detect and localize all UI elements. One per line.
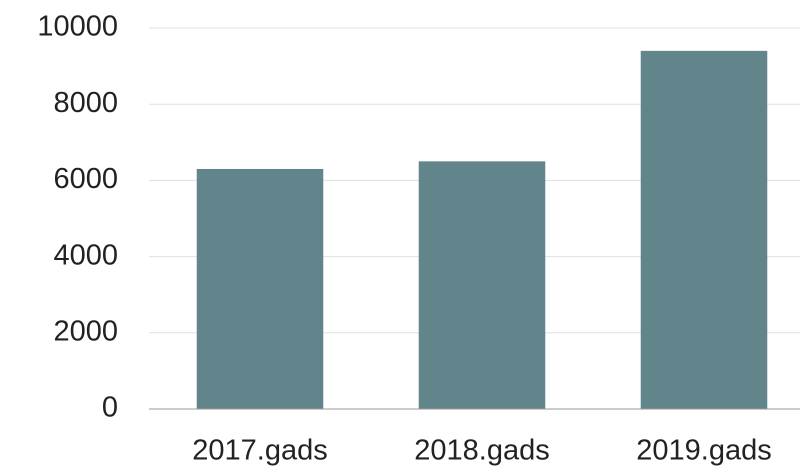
y-tick-label: 0 (102, 392, 118, 424)
y-tick-label: 8000 (53, 87, 118, 119)
x-tick-label: 2018.gads (414, 435, 549, 467)
x-tick-label: 2019.gads (636, 435, 771, 467)
x-tick-label: 2017.gads (192, 435, 327, 467)
bar (418, 161, 546, 409)
y-tick-label: 4000 (53, 239, 118, 271)
bar (640, 50, 768, 410)
bar (196, 168, 324, 409)
y-tick-label: 6000 (53, 163, 118, 195)
y-tick-label: 10000 (37, 11, 118, 43)
y-tick-label: 2000 (53, 315, 118, 347)
